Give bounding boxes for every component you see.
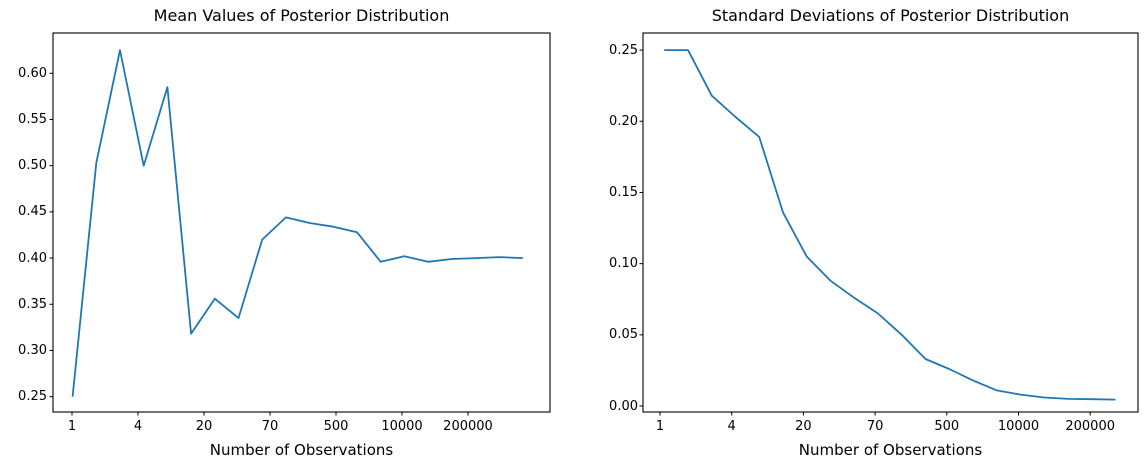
x-axis-label-mean: Number of Observations: [209, 441, 394, 459]
axes-border: [642, 32, 1139, 413]
y-tick-label: 0.10: [609, 256, 638, 272]
y-tick-label: 0.50: [18, 158, 47, 174]
y-tick-label: 0.40: [18, 250, 47, 266]
x-axis-label-std: Number of Observations: [798, 441, 983, 459]
axes-border: [52, 32, 551, 413]
x-tick-label: 4: [727, 419, 736, 434]
y-tick-label: 0.25: [18, 389, 47, 405]
chart-title-mean: Mean Values of Posterior Distribution: [153, 6, 450, 25]
y-tick-label: 0.25: [609, 42, 638, 58]
x-tick-label: 20: [795, 419, 812, 434]
y-tick-label: 0.60: [18, 65, 47, 81]
y-tick-label: 0.30: [18, 342, 47, 358]
y-tick-label: 0.45: [18, 204, 47, 220]
chart-title-std: Standard Deviations of Posterior Distrib…: [711, 6, 1070, 25]
x-tick-label: 10000: [381, 419, 423, 434]
x-tick-label: 500: [323, 419, 349, 434]
x-tick-label: 70: [866, 419, 884, 434]
y-tick-label: 0.15: [609, 184, 638, 200]
x-tick-label: 4: [133, 419, 143, 434]
y-tick-label: 0.55: [18, 111, 47, 127]
x-tick-label: 10000: [997, 419, 1040, 434]
y-tick-label: 0.20: [609, 113, 638, 129]
x-tick-label: 1: [67, 419, 77, 434]
x-tick-label: 200000: [1065, 419, 1115, 434]
x-tick-label: 20: [195, 419, 213, 434]
posterior-mean-line: [71, 49, 523, 397]
y-tick-label: 0.00: [609, 398, 638, 414]
x-tick-label: 200000: [443, 419, 493, 434]
x-tick-label: 1: [655, 419, 665, 434]
y-tick-label: 0.35: [18, 296, 47, 312]
posterior-std-line: [664, 49, 1116, 401]
x-tick-label: 500: [934, 419, 960, 434]
y-tick-label: 0.05: [609, 327, 638, 343]
x-tick-label: 70: [261, 419, 279, 434]
